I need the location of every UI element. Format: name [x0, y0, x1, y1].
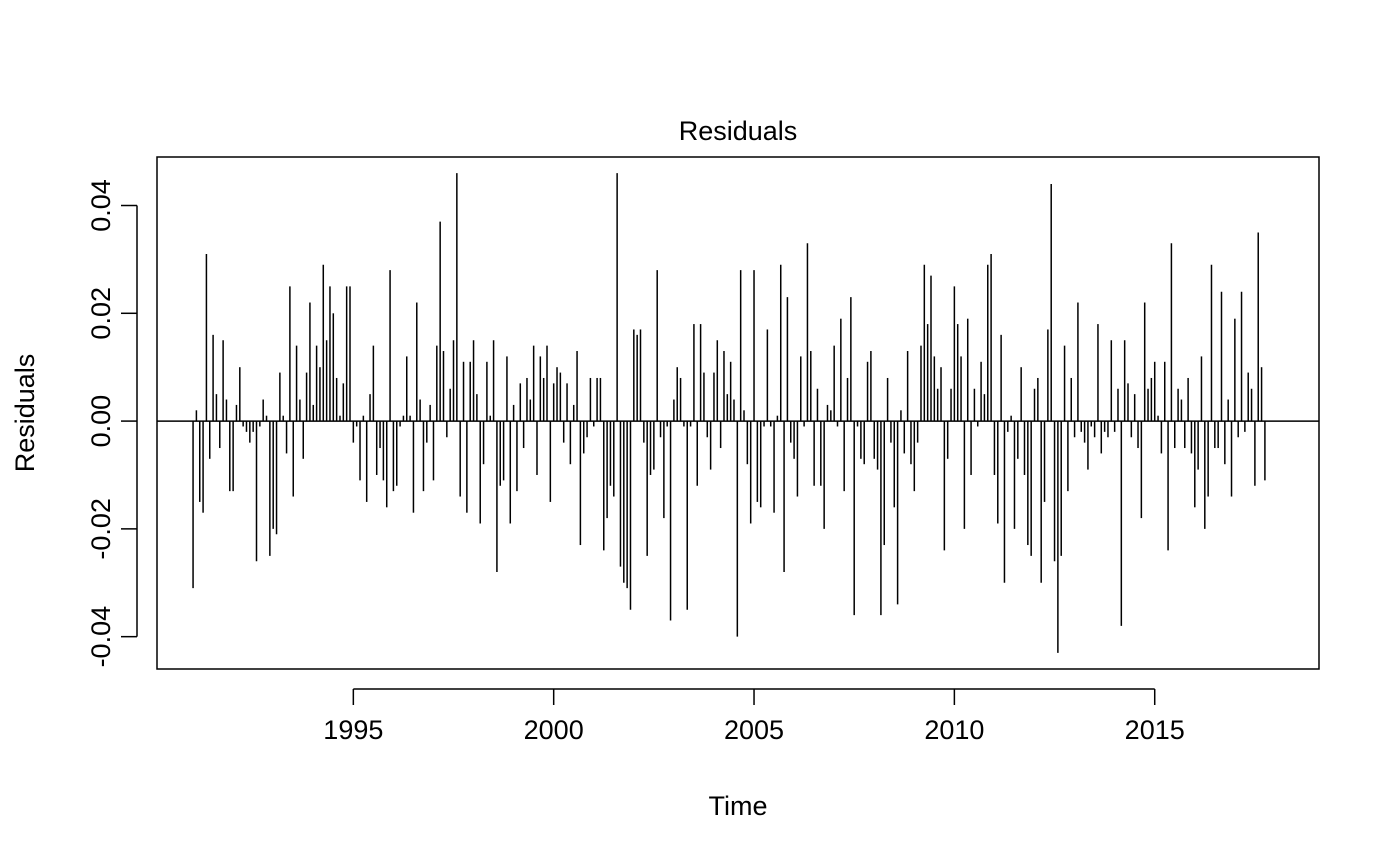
- residual-bars: [192, 173, 1266, 653]
- y-tick-label: 0.04: [86, 179, 116, 232]
- x-axis: 1995 2000 2005 2010 2015: [323, 688, 1185, 745]
- y-tick-label: -0.02: [86, 498, 116, 560]
- y-tick-label: 0.02: [86, 287, 116, 340]
- y-axis-label: Residuals: [10, 354, 40, 473]
- x-axis-label: Time: [709, 791, 768, 821]
- y-tick-label: 0.00: [86, 395, 116, 448]
- x-tick-label: 1995: [323, 715, 383, 745]
- x-tick-label: 2010: [924, 715, 984, 745]
- x-tick-label: 2015: [1125, 715, 1185, 745]
- plot-frame: [156, 156, 1320, 670]
- y-tick-label: -0.04: [86, 606, 116, 668]
- chart-title: Residuals: [679, 116, 798, 146]
- x-tick-label: 2005: [724, 715, 784, 745]
- x-tick-label: 2000: [524, 715, 584, 745]
- y-axis: -0.04 -0.02 0.00 0.02 0.04: [86, 179, 138, 668]
